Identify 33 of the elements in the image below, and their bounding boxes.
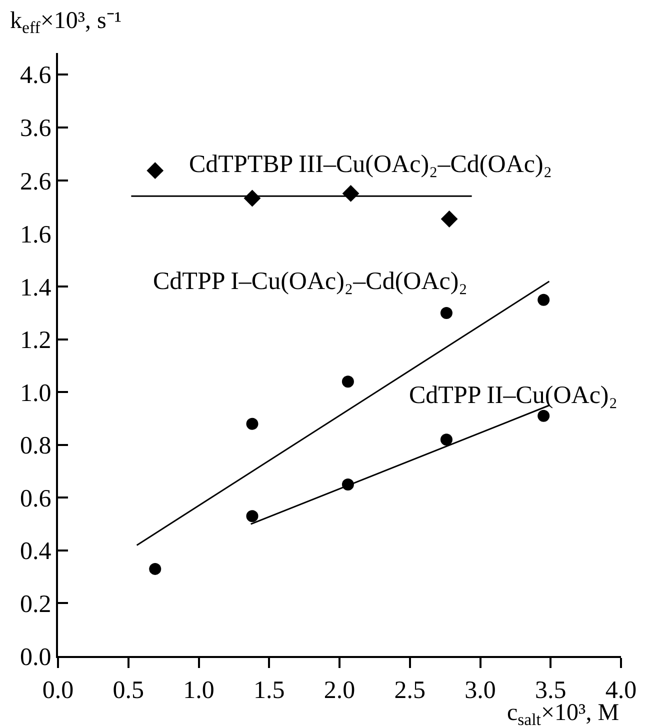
point bbox=[440, 210, 458, 228]
y-tick-label: 1.4 bbox=[20, 274, 52, 302]
point bbox=[538, 294, 550, 306]
series-label: CdTPP II–Cu(OAc)₂ bbox=[409, 382, 618, 409]
point bbox=[440, 434, 452, 446]
y-tick-label: 1.6 bbox=[20, 222, 52, 249]
point bbox=[440, 307, 452, 320]
point bbox=[538, 410, 550, 422]
x-tick-label: 2.0 bbox=[324, 676, 356, 704]
y-tick-label: 0.0 bbox=[20, 644, 52, 671]
x-tick-label: 3.0 bbox=[464, 676, 496, 704]
point bbox=[146, 162, 164, 180]
x-tick-label: 0.0 bbox=[42, 676, 74, 704]
x-tick-label: 2.5 bbox=[394, 676, 426, 704]
x-tick-label: 0.5 bbox=[112, 676, 144, 704]
y-tick-label: 4.6 bbox=[20, 62, 52, 90]
y-tick-label: 0.4 bbox=[20, 538, 52, 566]
point bbox=[149, 562, 162, 575]
y-tick-label: 2.6 bbox=[20, 168, 52, 196]
y-tick-label: 0.6 bbox=[20, 485, 52, 512]
point bbox=[246, 510, 258, 522]
y-tick-label: 1.0 bbox=[20, 380, 52, 407]
y-tick-label: 1.2 bbox=[20, 327, 52, 354]
series-label: CdTPP I–Cu(OAc)₂–Cd(OAc)₂ bbox=[153, 268, 468, 295]
point bbox=[342, 376, 354, 388]
y-axis-title: k$_{eff}$×10³, s⁻¹ bbox=[10, 8, 122, 38]
y-tick-label: 0.8 bbox=[20, 432, 52, 460]
y-tick-label: 3.6 bbox=[20, 115, 52, 142]
x-tick-label: 1.0 bbox=[183, 676, 214, 704]
x-tick-label: 1.5 bbox=[254, 676, 285, 704]
point bbox=[246, 418, 258, 430]
series-label: CdTPTBP III–Cu(OAc)₂–Cd(OAc)₂ bbox=[189, 151, 552, 178]
y-tick-label: 0.2 bbox=[20, 590, 52, 618]
